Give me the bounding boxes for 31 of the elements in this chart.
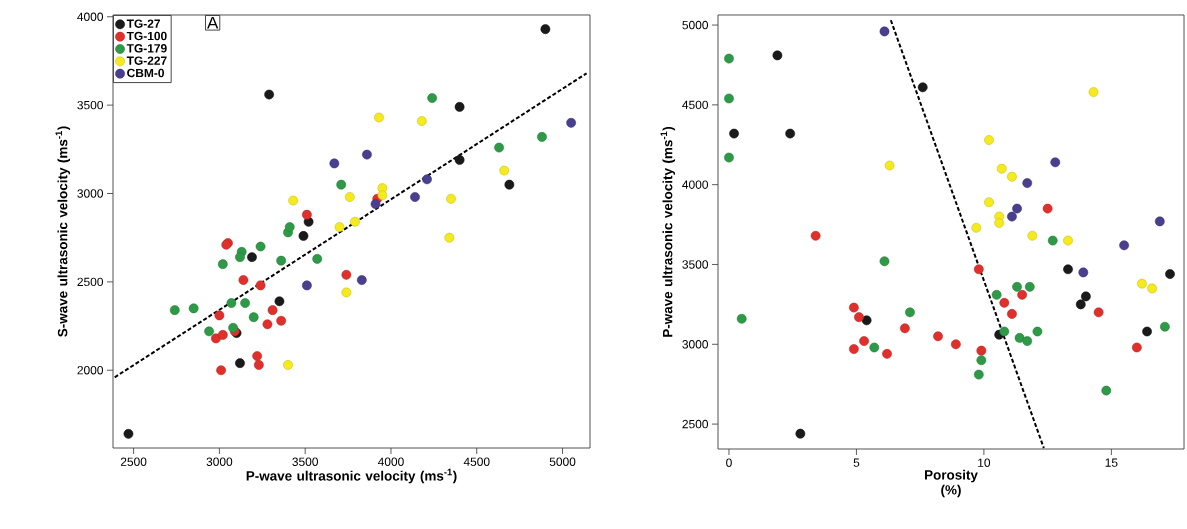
x-tick-label: 15 [1105,458,1118,467]
x-tick-label: 10 [978,458,991,467]
legend-label: TG-27 [126,19,160,28]
y-tick-label: 4500 [682,100,709,110]
y-tick-label: 2500 [682,419,709,429]
x-tick-label: 4000 [377,457,404,466]
y-tick-label: 4000 [682,180,709,189]
x-tick-label: 3500 [292,457,319,466]
legend-label: TG-179 [126,44,167,53]
x-tick-label: 2500 [120,457,147,466]
y-tick-label: 3000 [77,189,104,198]
legend-label: CBM-0 [127,68,164,78]
y-tick-label: 3500 [77,100,104,110]
x-tick-label: 5000 [549,457,576,466]
x-axis-title: Porosity (%) [925,469,978,498]
x-tick-label: 3000 [206,457,233,466]
y-tick-label: 5000 [682,20,709,30]
x-tick-label: 4500 [463,457,490,466]
x-axis-title: P-wave ultrasonic velocity (ms$^{-1}$) [246,468,457,484]
y-axis-title: P-wave ultrasonic velocity (ms$^{-1}$) [660,126,676,337]
x-tick-label: 0 [726,458,732,467]
annotation: A [207,16,219,29]
legend-label: TG-100 [126,31,167,41]
y-tick-label: 2500 [77,277,104,287]
legend-label: TG-227 [126,56,167,65]
y-axis-title: S-wave ultrasonic velocity (ms$^{-1}$) [55,126,71,337]
y-tick-label: 2000 [77,366,104,375]
y-tick-label: 3000 [682,340,709,349]
y-tick-label: 4000 [77,12,104,21]
x-tick-label: 5 [853,458,860,467]
y-tick-label: 3500 [682,260,709,269]
